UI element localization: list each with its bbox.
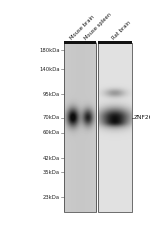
Text: 140kDa: 140kDa bbox=[39, 67, 59, 72]
Text: 95kDa: 95kDa bbox=[42, 92, 59, 97]
Text: Mouse brain: Mouse brain bbox=[69, 14, 95, 40]
Text: 35kDa: 35kDa bbox=[42, 170, 59, 175]
Text: Rat brain: Rat brain bbox=[111, 20, 132, 40]
Bar bbox=[63, 42, 96, 212]
Bar bbox=[98, 41, 132, 44]
Text: 60kDa: 60kDa bbox=[42, 130, 59, 136]
Text: 42kDa: 42kDa bbox=[42, 156, 59, 160]
Text: 23kDa: 23kDa bbox=[42, 195, 59, 200]
Bar bbox=[63, 41, 96, 44]
Text: 180kDa: 180kDa bbox=[39, 48, 59, 53]
Text: ZNF263: ZNF263 bbox=[134, 115, 150, 120]
Text: 70kDa: 70kDa bbox=[42, 115, 59, 120]
Bar bbox=[98, 42, 132, 212]
Text: Mouse spleen: Mouse spleen bbox=[84, 12, 113, 40]
